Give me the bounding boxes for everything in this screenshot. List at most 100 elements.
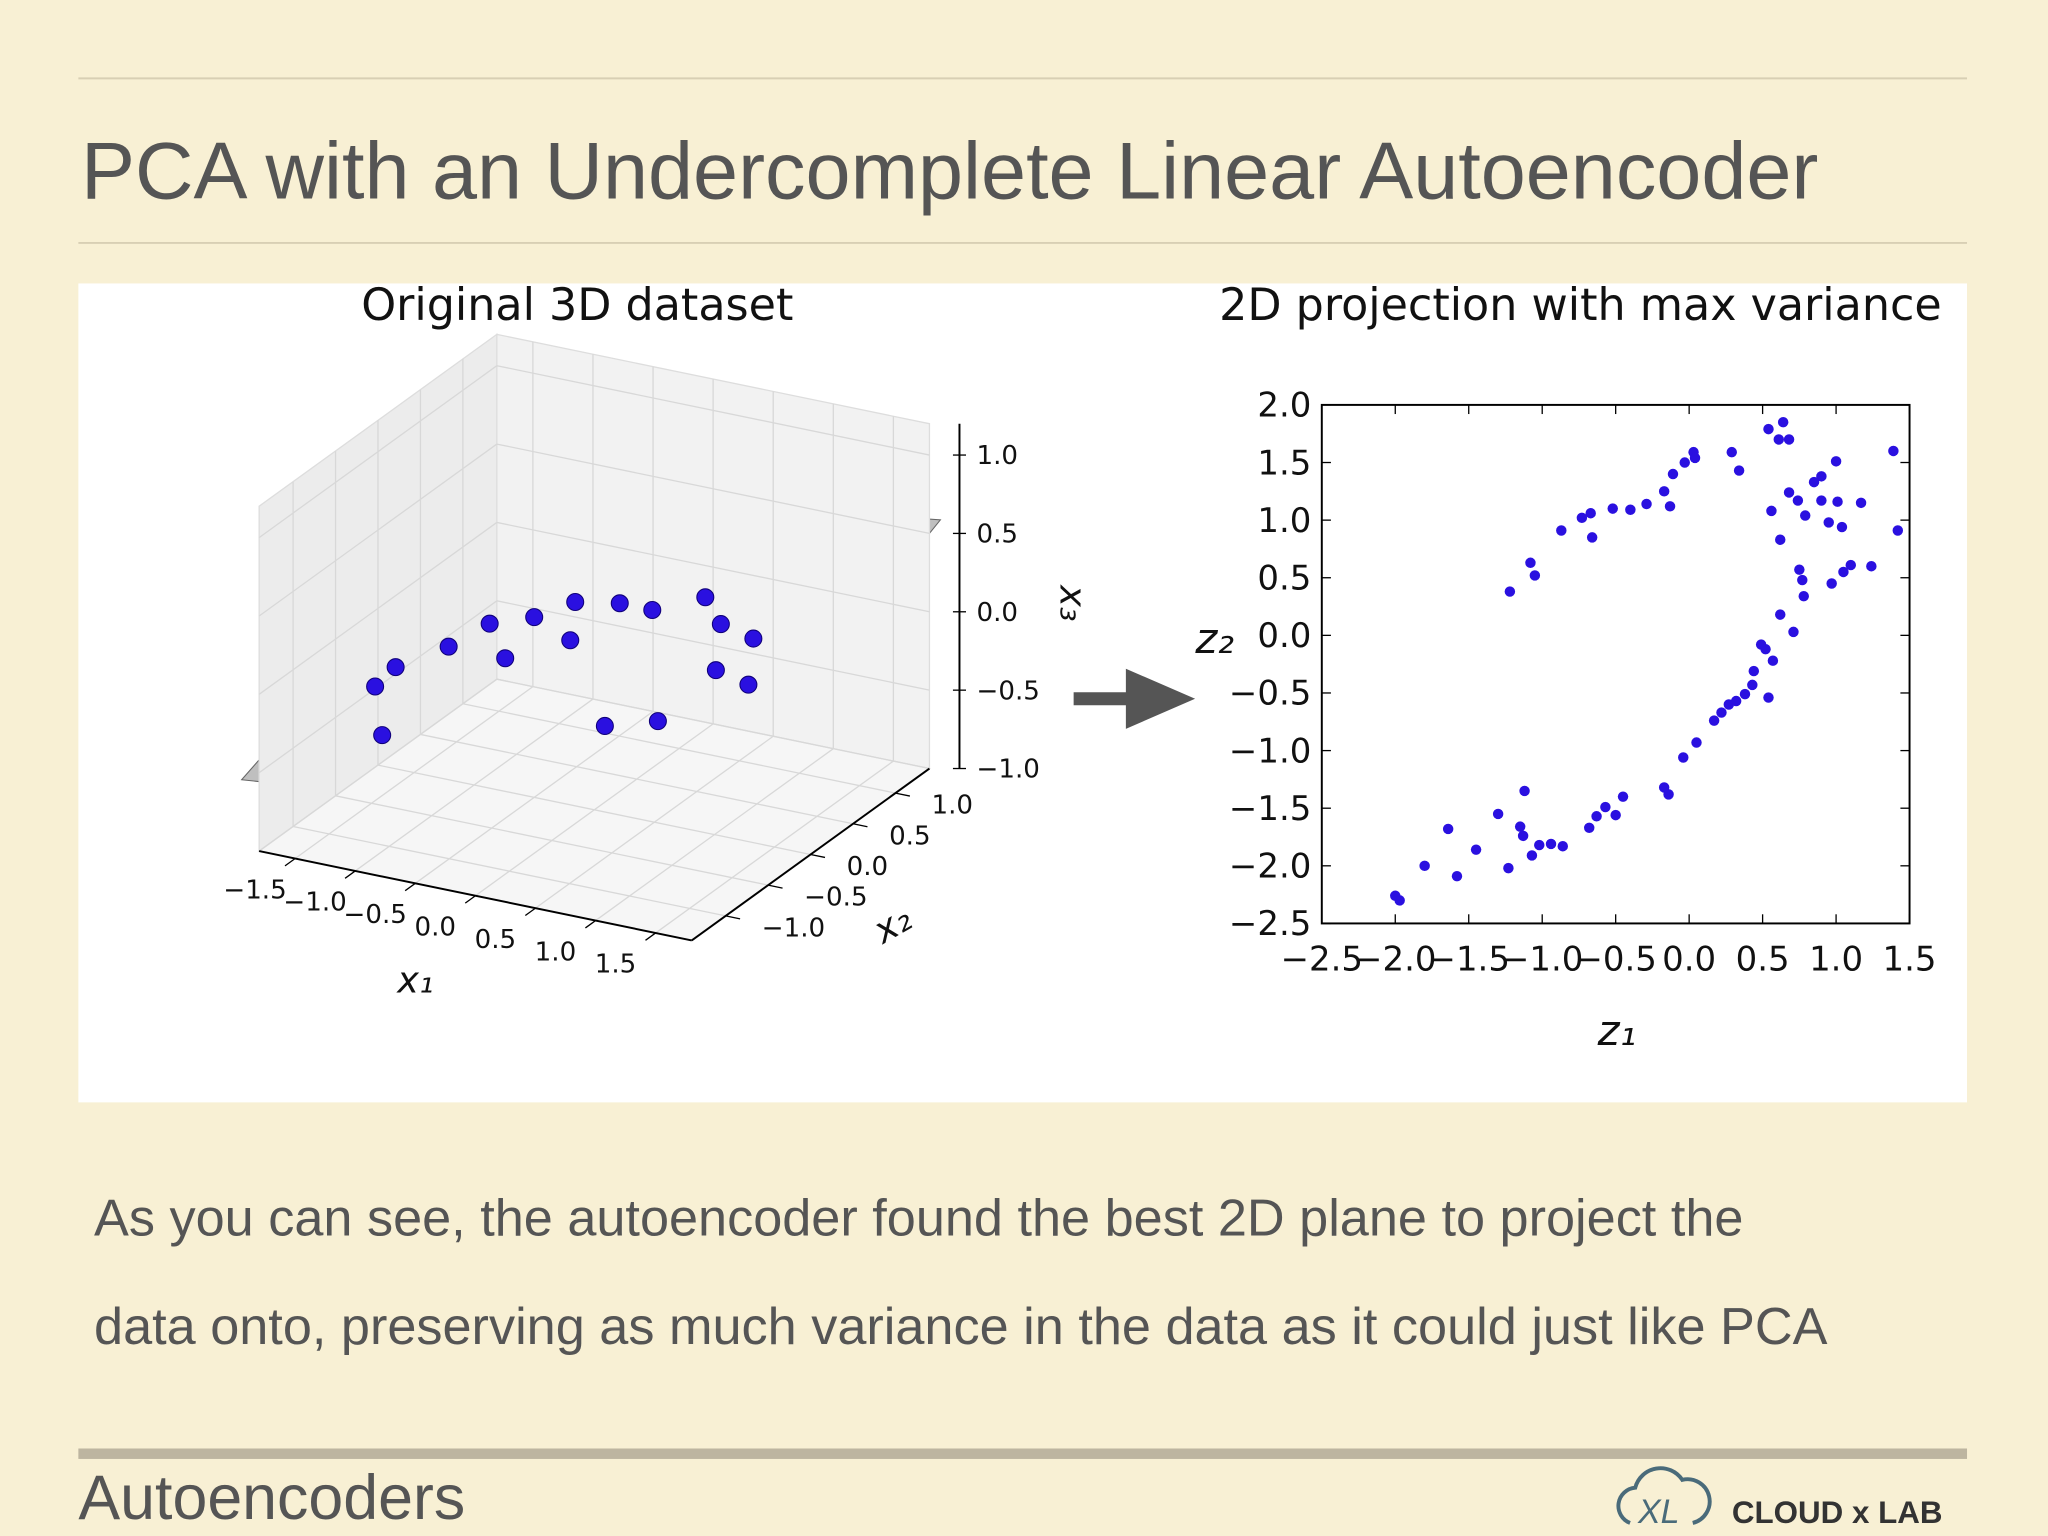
point bbox=[1679, 457, 1690, 468]
x-tick-label: 1.0 bbox=[1809, 939, 1863, 979]
point bbox=[1838, 566, 1849, 578]
point bbox=[643, 600, 662, 619]
point bbox=[1798, 590, 1809, 602]
x-tick-label: 1.5 bbox=[595, 950, 637, 980]
point bbox=[1816, 495, 1827, 506]
point bbox=[1529, 570, 1541, 581]
x-tick-label: −1.0 bbox=[283, 888, 346, 918]
axis bbox=[258, 850, 692, 942]
grid-line bbox=[377, 764, 811, 856]
point bbox=[1836, 521, 1848, 533]
tick-mark bbox=[404, 882, 416, 892]
point bbox=[1763, 423, 1774, 435]
tick-mark bbox=[895, 792, 911, 797]
tick-mark bbox=[524, 907, 536, 917]
logo: XL CLOUD x LAB bbox=[1616, 1466, 1943, 1531]
z-tick-label: −0.5 bbox=[976, 676, 1039, 706]
y-axis-label: z₂ bbox=[1194, 614, 1234, 663]
y-tick-label: −0.5 bbox=[1229, 674, 1311, 714]
point bbox=[1783, 434, 1795, 445]
point bbox=[1747, 679, 1758, 691]
grid-line bbox=[258, 365, 498, 539]
point bbox=[1888, 445, 1899, 457]
z-axis-label: x₃ bbox=[1052, 584, 1095, 621]
point bbox=[1797, 574, 1808, 586]
y-tick-label: 0.0 bbox=[847, 852, 889, 882]
grid-line bbox=[258, 678, 498, 852]
point bbox=[1832, 496, 1843, 507]
z-tick-label: 0.5 bbox=[976, 520, 1018, 550]
y-tick-label: −1.5 bbox=[1229, 789, 1311, 829]
point bbox=[706, 661, 725, 680]
point bbox=[1689, 452, 1701, 464]
point bbox=[1775, 609, 1786, 620]
point bbox=[1617, 791, 1629, 802]
point bbox=[1591, 811, 1602, 822]
point bbox=[610, 594, 629, 613]
x-tick-label: −0.5 bbox=[343, 900, 406, 930]
point bbox=[1503, 862, 1514, 874]
point bbox=[739, 675, 758, 694]
footer-rule bbox=[78, 1448, 1968, 1459]
point bbox=[1517, 830, 1529, 842]
point bbox=[1845, 559, 1856, 571]
point bbox=[1823, 517, 1834, 528]
tick-mark bbox=[852, 823, 868, 828]
y-tick-label: −1.0 bbox=[762, 913, 825, 943]
tick-mark bbox=[585, 920, 596, 929]
point bbox=[1576, 512, 1588, 524]
point bbox=[1766, 505, 1777, 517]
x-axis-label: z₁ bbox=[1597, 1006, 1637, 1055]
point bbox=[1664, 501, 1676, 512]
point bbox=[1716, 707, 1727, 718]
point bbox=[366, 677, 385, 696]
point bbox=[1767, 655, 1779, 666]
grid-line bbox=[496, 678, 930, 770]
point bbox=[561, 631, 580, 650]
point bbox=[1830, 456, 1842, 467]
point bbox=[1783, 487, 1795, 498]
x-axis-label: x₁ bbox=[396, 959, 433, 1002]
y-tick-label: −2.5 bbox=[1229, 904, 1311, 944]
y-tick-label: 1.0 bbox=[932, 791, 974, 821]
x-tick-label: 0.5 bbox=[475, 925, 517, 955]
x-tick-label: −2.0 bbox=[1354, 939, 1436, 979]
point bbox=[1610, 809, 1621, 821]
tick-mark bbox=[284, 857, 296, 867]
point bbox=[1584, 822, 1595, 834]
tick-mark bbox=[767, 884, 783, 889]
x-tick-label: 0.0 bbox=[414, 913, 456, 943]
point bbox=[1866, 560, 1877, 572]
tick-mark bbox=[464, 895, 476, 904]
point bbox=[1519, 785, 1530, 797]
point bbox=[711, 615, 730, 634]
point bbox=[1760, 643, 1771, 655]
chart-title: 2D projection with max variance bbox=[1219, 280, 1942, 331]
grid-line bbox=[258, 521, 498, 695]
body-text: data onto, preserving as much variance i… bbox=[94, 1298, 1828, 1356]
point bbox=[1514, 821, 1526, 832]
tick-mark bbox=[725, 915, 741, 920]
grid-line bbox=[420, 733, 854, 825]
x-tick-label: 0.5 bbox=[1736, 939, 1790, 979]
y-tick-label: −1.0 bbox=[1229, 731, 1311, 771]
point bbox=[1726, 446, 1737, 458]
y-tick-label: 0.5 bbox=[1257, 558, 1311, 598]
point bbox=[1892, 525, 1904, 536]
point bbox=[1556, 525, 1567, 536]
point bbox=[1600, 801, 1611, 813]
point bbox=[496, 649, 515, 668]
tick-mark bbox=[810, 853, 826, 859]
y-tick-label: 0.5 bbox=[889, 821, 931, 851]
grid-line bbox=[258, 443, 498, 617]
x-tick-label: 1.5 bbox=[1883, 939, 1937, 979]
x-tick-label: 0.0 bbox=[1662, 939, 1716, 979]
point bbox=[696, 588, 715, 607]
point bbox=[386, 658, 405, 677]
point bbox=[1733, 465, 1745, 476]
point bbox=[1492, 808, 1504, 820]
point bbox=[1526, 850, 1538, 861]
x-tick-label: −1.0 bbox=[1501, 939, 1583, 979]
